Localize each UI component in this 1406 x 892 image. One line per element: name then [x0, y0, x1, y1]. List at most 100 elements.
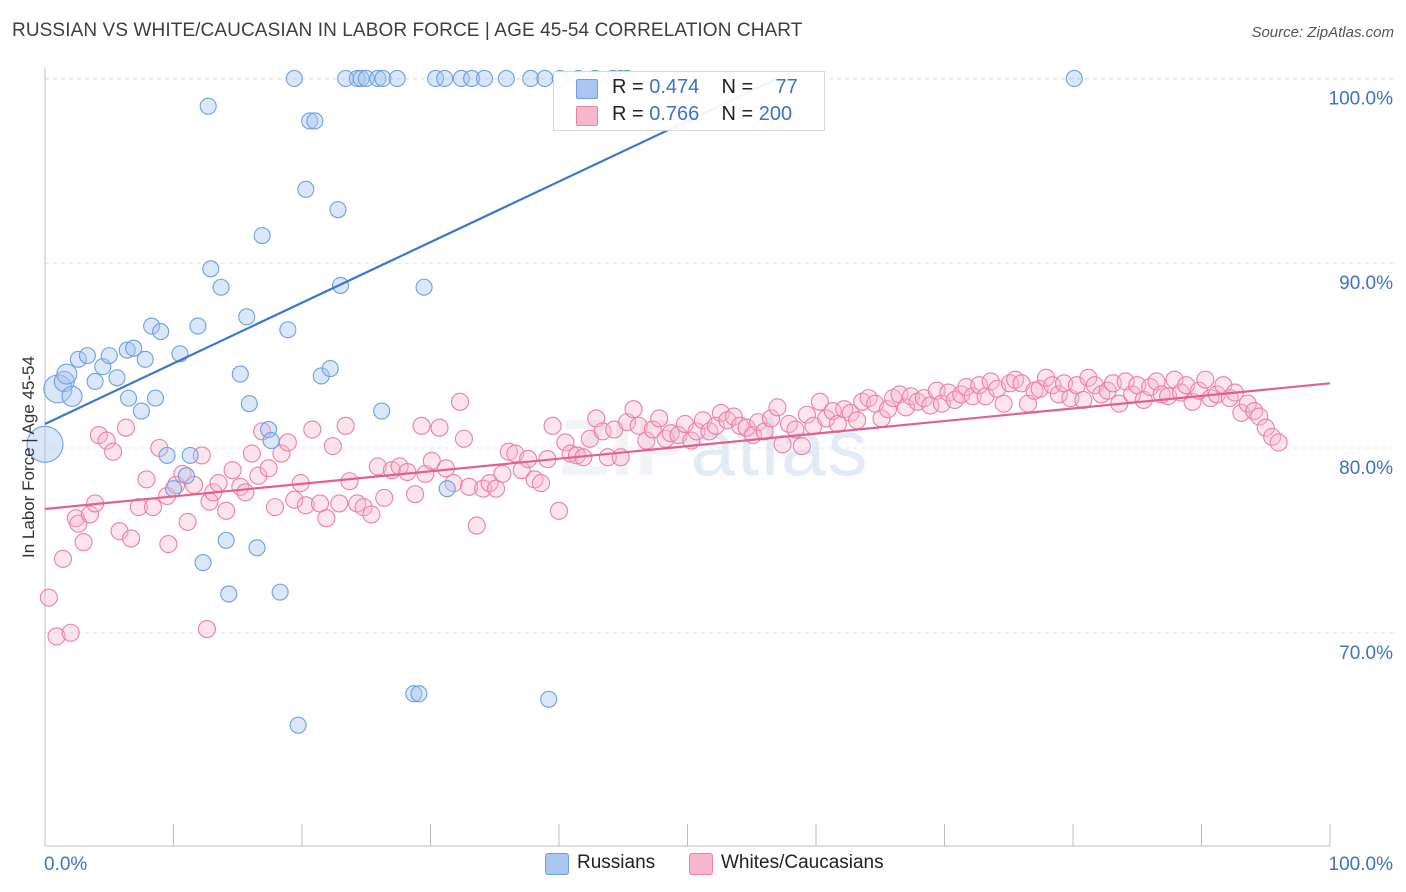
white-point	[143, 498, 162, 517]
white-point	[1256, 418, 1275, 437]
white-point	[531, 474, 551, 493]
white-point	[242, 444, 261, 463]
russian-point	[405, 685, 423, 703]
white-point	[737, 418, 756, 437]
white-point	[362, 505, 381, 524]
whites-r-value: 0.766	[649, 103, 700, 125]
white-point	[104, 442, 123, 461]
white-point	[323, 437, 342, 456]
russian-point	[143, 317, 161, 335]
white-point	[792, 437, 811, 456]
white-point	[278, 433, 297, 452]
white-point	[724, 407, 743, 426]
russian-point	[337, 69, 355, 88]
white-point	[451, 392, 470, 411]
white-point	[650, 409, 669, 428]
russian-point	[497, 69, 515, 88]
y-tick-label: 70.0%	[1339, 643, 1393, 664]
white-point	[97, 431, 116, 450]
russian-point	[262, 432, 280, 450]
bottom-whites-label: Whites/Caucasians	[721, 852, 884, 873]
russian-point	[194, 554, 212, 572]
russian-point	[540, 690, 558, 708]
white-point	[817, 409, 836, 428]
white-point	[1245, 401, 1264, 421]
white-point	[593, 422, 612, 441]
russians-r-value: 0.474	[649, 76, 700, 98]
white-point	[1250, 407, 1269, 426]
white-point	[217, 501, 236, 520]
russian-point	[189, 317, 207, 335]
russian-point	[26, 425, 64, 463]
white-point	[848, 411, 867, 430]
white-point	[159, 535, 178, 554]
russian-point	[415, 278, 433, 296]
white-point	[556, 433, 575, 452]
russian-point	[279, 321, 297, 339]
russians-stats: R = 0.474 N = 77	[612, 76, 798, 99]
white-point	[368, 457, 387, 476]
white-point	[896, 398, 916, 417]
whites-r-label: R =	[612, 103, 644, 125]
whites-n-value: 200	[758, 103, 793, 125]
white-point	[1049, 385, 1068, 404]
white-point	[122, 529, 141, 548]
white-point	[354, 498, 373, 517]
russian-point	[132, 402, 150, 420]
russian-point	[436, 69, 454, 88]
white-point	[1079, 368, 1098, 387]
russian-point	[522, 69, 540, 88]
grid-lines	[45, 77, 1393, 634]
russian-point	[136, 350, 154, 368]
russians-swatch	[576, 79, 598, 99]
russian-point	[285, 69, 303, 88]
russian-point	[231, 365, 249, 383]
russian-point	[248, 539, 266, 557]
russians-r-label: R =	[612, 76, 644, 98]
white-point	[970, 376, 989, 395]
chart-title: RUSSIAN VS WHITE/CAUCASIAN IN LABOR FORC…	[12, 20, 803, 41]
russian-point	[253, 226, 271, 245]
russian-point	[463, 69, 481, 88]
russian-point	[427, 69, 445, 88]
russian-point	[1065, 69, 1083, 88]
white-point	[687, 422, 706, 441]
russian-point	[118, 341, 136, 359]
russian-point	[177, 467, 195, 485]
white-point	[317, 509, 336, 528]
white-point	[994, 394, 1013, 413]
russian-point	[56, 363, 78, 385]
white-point	[296, 496, 315, 515]
russian-point	[373, 402, 391, 420]
russian-point	[289, 716, 307, 734]
white-point	[197, 620, 216, 639]
white-point	[1043, 376, 1062, 395]
russian-point	[217, 531, 235, 549]
whites-trend-line	[44, 382, 1331, 511]
white-point	[963, 387, 982, 406]
white-point	[236, 483, 255, 502]
russian-point	[410, 685, 428, 703]
y-tick-label: 90.0%	[1339, 273, 1393, 294]
whites-stats: R = 0.766 N = 200	[612, 103, 792, 126]
white-point	[761, 409, 781, 428]
white-point	[519, 450, 538, 469]
white-point	[454, 429, 473, 448]
white-point	[406, 485, 425, 504]
white-point	[878, 400, 898, 419]
white-point	[624, 400, 643, 419]
white-point	[1036, 368, 1056, 387]
white-point	[549, 501, 569, 520]
russian-point	[202, 260, 220, 278]
axes	[44, 68, 1331, 847]
white-point	[253, 422, 272, 441]
russian-point	[452, 69, 470, 88]
white-point	[80, 505, 100, 524]
russian-point	[164, 480, 183, 498]
white-point	[272, 444, 291, 463]
russian-point	[199, 97, 217, 115]
bottom-russians-label: Russians	[577, 852, 656, 873]
russian-point	[348, 69, 366, 88]
white-point	[768, 398, 787, 417]
axis-labels: 70.0% 80.0% 90.0% 100.0% 0.0% 100.0% In Labor …	[19, 88, 1393, 875]
